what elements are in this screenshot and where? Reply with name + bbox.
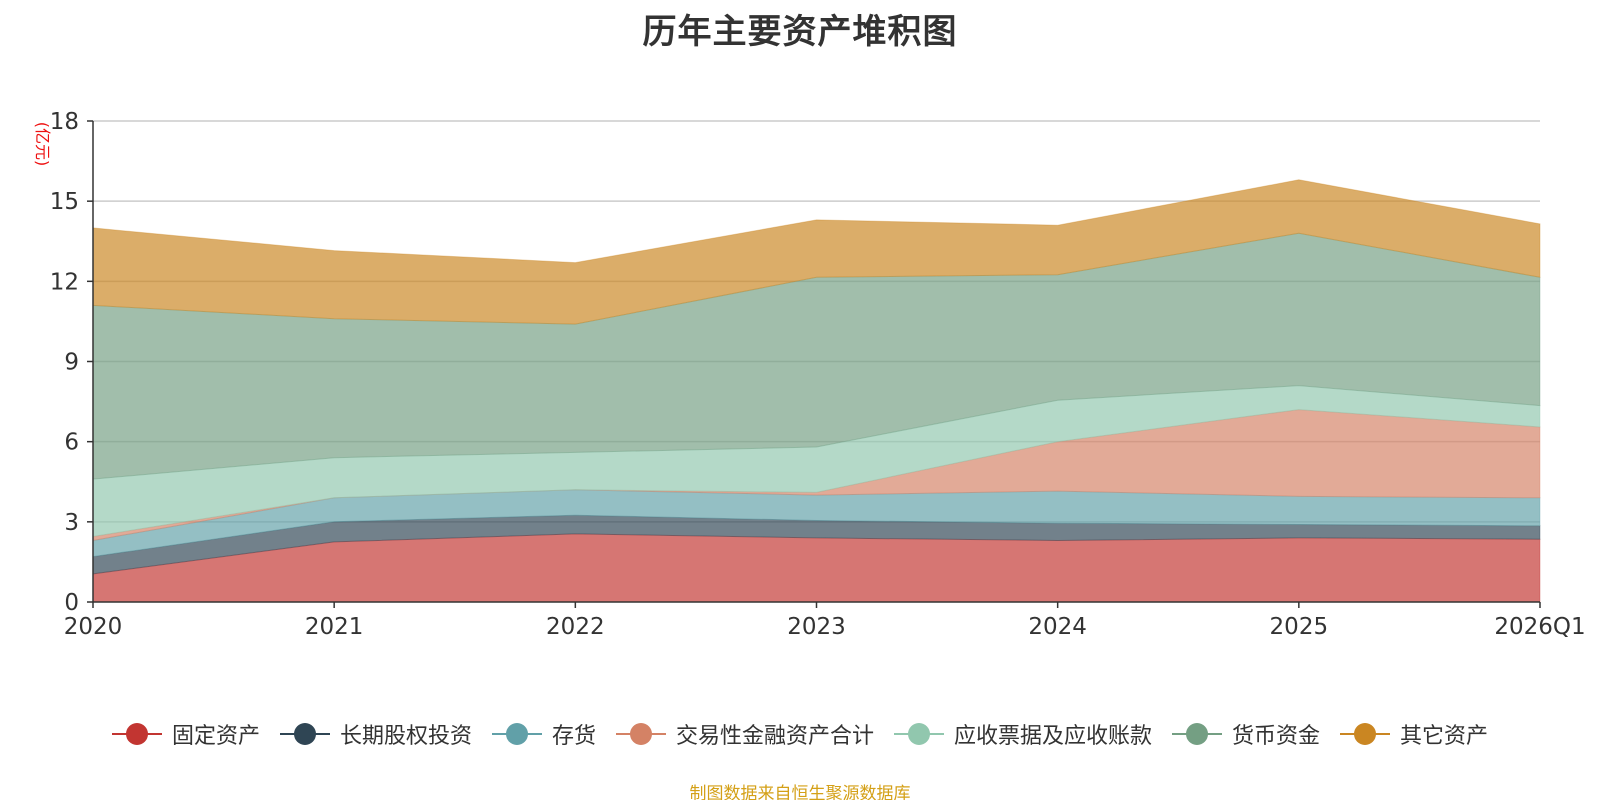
legend-label: 交易性金融资产合计: [675, 724, 874, 749]
y-tick-label: 18: [50, 109, 79, 135]
legend-label: 长期股权投资: [339, 724, 472, 749]
legend-item-4[interactable]: 交易性金融资产合计: [615, 718, 874, 750]
y-axis-unit-label: (亿元): [33, 122, 52, 167]
x-tick-label: 2022: [546, 614, 605, 640]
data-source-note: 制图数据来自恒生聚源数据库: [689, 784, 911, 800]
legend-swatch-icon: [491, 721, 542, 747]
x-tick-label: 2026Q1: [1494, 614, 1585, 640]
legend-item-7[interactable]: 其它资产: [1340, 718, 1488, 750]
x-tick-label: 2023: [787, 614, 846, 640]
legend-label: 存货: [551, 724, 596, 749]
legend-item-1[interactable]: 固定资产: [111, 718, 260, 750]
legend-item-2[interactable]: 长期股权投资: [279, 718, 472, 750]
legend-item-3[interactable]: 存货: [491, 718, 596, 750]
y-tick-label: 3: [64, 510, 79, 536]
legend-swatch-icon: [894, 721, 944, 747]
y-tick-label: 6: [64, 430, 79, 456]
area-layer: [92, 179, 1541, 603]
x-tick-label: 2020: [64, 614, 123, 640]
axis-layer: 0 3 6 9 12 15 18 2020 2021 2022 2023 2024 2025 2026Q1: [50, 109, 1586, 640]
legend-swatch-icon: [615, 721, 666, 747]
legend-label: 固定资产: [171, 724, 260, 749]
y-tick-label: 9: [64, 350, 79, 376]
legend-item-5[interactable]: 应收票据及应收账款: [894, 718, 1152, 750]
legend-swatch-icon: [279, 721, 330, 747]
x-tick-label: 2024: [1028, 614, 1087, 640]
y-tick-label: 15: [50, 189, 79, 215]
y-tick-label: 0: [64, 590, 79, 616]
legend-label: 应收票据及应收账款: [954, 724, 1153, 749]
legend-label: 其它资产: [1400, 724, 1489, 749]
y-tick-label: 12: [50, 269, 79, 295]
x-tick-label: 2021: [305, 614, 364, 640]
legend: 固定资产 长期股权投资 存货 交易性金融资产合计 应收票据及应收账款 货币资金 其它资产: [0, 718, 1600, 750]
area-series-3[interactable]: [92, 489, 1541, 558]
chart-title: 历年主要资产堆积图: [642, 12, 958, 52]
legend-swatch-icon: [111, 721, 162, 747]
stacked-area-chart: 0 3 6 9 12 15 18 2020 2021 2022 2023 2024 2025 2026Q1…: [33, 109, 1586, 640]
area-series-7[interactable]: [92, 179, 1541, 325]
area-series-6[interactable]: [92, 232, 1541, 480]
legend-label: 货币资金: [1232, 724, 1321, 749]
area-series-5[interactable]: [92, 385, 1541, 538]
x-tick-label: 2025: [1270, 614, 1329, 640]
legend-item-6[interactable]: 货币资金: [1172, 718, 1320, 750]
legend-swatch-icon: [1340, 721, 1391, 747]
legend-swatch-icon: [1172, 721, 1223, 747]
